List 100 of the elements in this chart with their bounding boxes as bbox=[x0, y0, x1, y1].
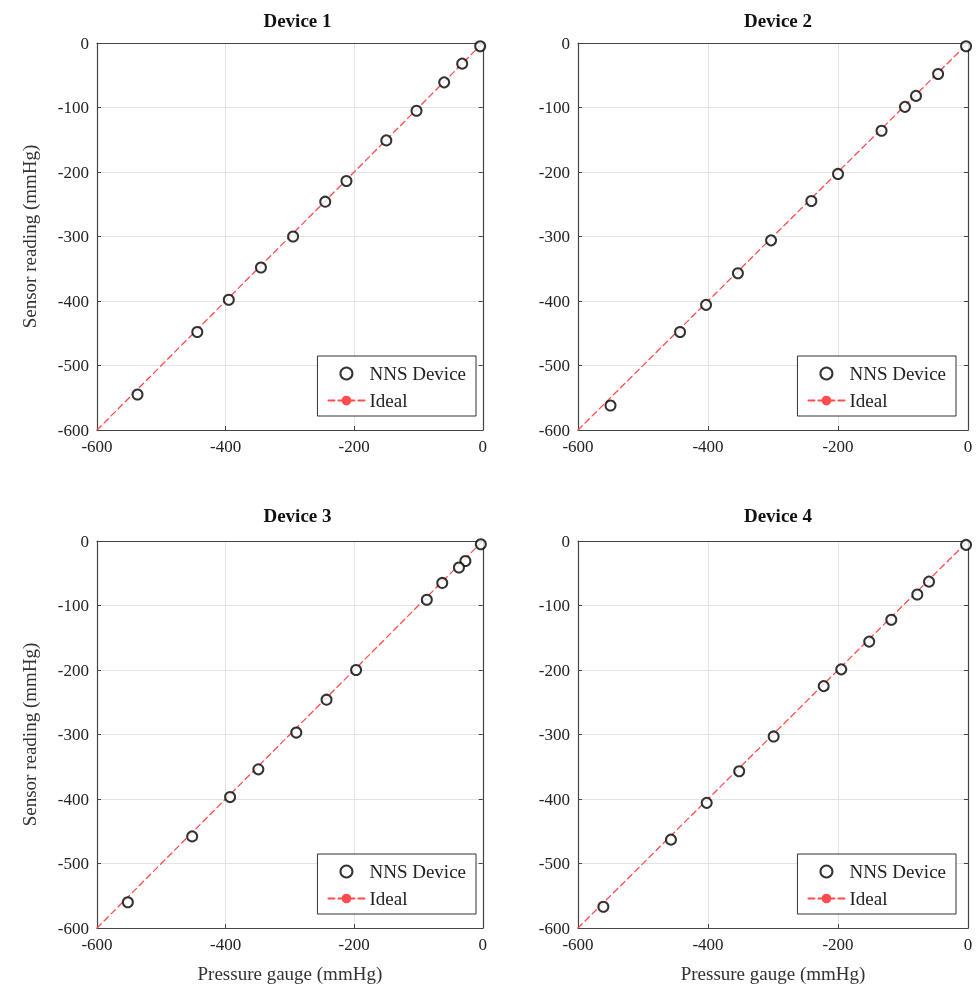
point bbox=[252, 763, 265, 776]
y-tick-label: -600 bbox=[57, 420, 89, 440]
x-tick-label: -400 bbox=[692, 935, 724, 954]
point bbox=[254, 261, 267, 274]
point bbox=[767, 730, 780, 743]
y-axis-title: Sensor reading (mmHg) bbox=[19, 144, 41, 329]
x-tick-label: -400 bbox=[692, 437, 724, 456]
chart-title: Device 1 bbox=[263, 10, 332, 31]
point bbox=[452, 561, 465, 574]
point bbox=[597, 900, 610, 913]
y-tick-label: -100 bbox=[538, 596, 570, 615]
y-tick-label: -600 bbox=[57, 918, 89, 938]
point bbox=[674, 325, 687, 338]
legend-label: Ideal bbox=[849, 390, 888, 411]
y-tick-label: -200 bbox=[57, 660, 89, 680]
point bbox=[700, 796, 713, 809]
y-axis-title: Sensor reading (mmHg) bbox=[19, 642, 41, 827]
y-tick-label: -400 bbox=[57, 291, 89, 311]
x-axis-title: Pressure gauge (mmHg) bbox=[680, 963, 866, 985]
x-tick-label: -400 bbox=[210, 437, 242, 456]
y-tick-label: -500 bbox=[538, 356, 570, 375]
point bbox=[910, 89, 922, 102]
point bbox=[287, 230, 300, 243]
y-tick-label: 0 bbox=[561, 33, 570, 53]
legend-label: Ideal bbox=[849, 888, 888, 909]
x-tick-label: 0 bbox=[478, 935, 487, 954]
y-tick-label: 0 bbox=[80, 531, 89, 551]
y-tick-label: 0 bbox=[561, 531, 570, 551]
point bbox=[960, 40, 973, 53]
legend-label: NNS Device bbox=[849, 861, 946, 882]
point bbox=[380, 134, 393, 147]
y-tick-label: -100 bbox=[57, 98, 89, 117]
point bbox=[186, 830, 199, 843]
y-tick-label: -500 bbox=[538, 854, 570, 873]
point bbox=[835, 663, 848, 676]
chart-title: Device 4 bbox=[743, 505, 813, 526]
point bbox=[863, 635, 876, 648]
point bbox=[923, 575, 935, 588]
point bbox=[191, 325, 204, 338]
y-tick-label: -300 bbox=[538, 725, 570, 744]
legend-label: Ideal bbox=[369, 390, 408, 411]
point bbox=[832, 167, 844, 180]
chart-title: Device 2 bbox=[743, 10, 813, 31]
point bbox=[474, 538, 487, 551]
y-tick-label: -600 bbox=[538, 918, 570, 938]
x-axis-title: Pressure gauge (mmHg) bbox=[197, 963, 383, 985]
x-tick-label: -200 bbox=[822, 935, 854, 954]
point bbox=[121, 896, 134, 909]
point bbox=[436, 576, 449, 589]
y-tick-label: -100 bbox=[57, 596, 89, 615]
point bbox=[960, 538, 973, 551]
x-tick-label: -200 bbox=[822, 437, 854, 456]
point bbox=[664, 833, 677, 846]
y-tick-label: -100 bbox=[538, 98, 570, 117]
point bbox=[131, 388, 144, 401]
point bbox=[898, 100, 911, 113]
point bbox=[320, 693, 333, 706]
legend-label: Ideal bbox=[369, 888, 408, 909]
point bbox=[410, 104, 423, 117]
legend-label: NNS Device bbox=[369, 861, 466, 882]
x-tick-label: -200 bbox=[338, 935, 370, 954]
point bbox=[911, 588, 924, 601]
x-tick-label: 0 bbox=[963, 935, 973, 954]
point bbox=[604, 399, 617, 412]
y-tick-label: -400 bbox=[538, 789, 570, 809]
legend-label: NNS Device bbox=[369, 363, 466, 384]
point bbox=[733, 765, 746, 778]
point bbox=[765, 234, 778, 247]
point bbox=[817, 680, 830, 693]
point bbox=[731, 267, 744, 280]
y-tick-label: -200 bbox=[538, 660, 570, 680]
point bbox=[700, 298, 713, 311]
point bbox=[319, 195, 332, 208]
y-tick-label: -400 bbox=[57, 789, 89, 809]
point bbox=[224, 791, 237, 804]
x-tick-label: 0 bbox=[963, 437, 973, 456]
y-tick-label: -400 bbox=[538, 291, 570, 311]
point bbox=[885, 613, 898, 626]
point bbox=[875, 124, 888, 137]
point bbox=[805, 195, 818, 208]
chart-title: Device 3 bbox=[263, 505, 332, 526]
point bbox=[438, 76, 451, 89]
point bbox=[932, 67, 945, 80]
y-tick-label: 0 bbox=[80, 33, 89, 53]
x-tick-label: -400 bbox=[210, 935, 242, 954]
y-tick-label: -600 bbox=[538, 420, 570, 440]
y-tick-label: -500 bbox=[57, 854, 89, 873]
y-tick-label: -300 bbox=[57, 227, 89, 246]
x-tick-label: -200 bbox=[338, 437, 370, 456]
y-tick-label: -200 bbox=[57, 162, 89, 182]
point bbox=[350, 664, 363, 676]
point bbox=[456, 57, 469, 70]
y-tick-label: -500 bbox=[57, 356, 89, 375]
y-tick-label: -300 bbox=[57, 725, 89, 744]
point bbox=[420, 593, 433, 606]
point bbox=[340, 175, 353, 188]
point bbox=[290, 726, 303, 739]
legend-label: NNS Device bbox=[849, 363, 946, 384]
point bbox=[222, 293, 235, 306]
y-tick-label: -300 bbox=[538, 227, 570, 246]
